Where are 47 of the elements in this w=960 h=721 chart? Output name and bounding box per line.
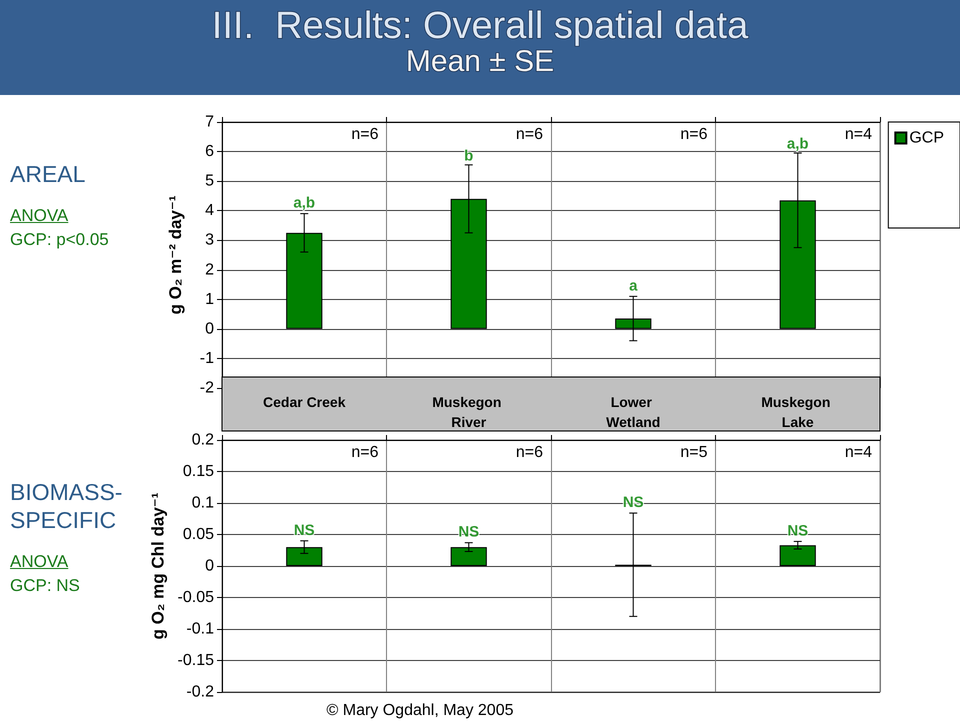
annotation: n=6 xyxy=(350,444,378,462)
annotation: a xyxy=(629,277,638,294)
chart-title: III. Results: Overall spatial data xyxy=(212,5,750,47)
y-tick-label: 1 xyxy=(205,290,214,308)
y-tick-label: 0.05 xyxy=(182,526,214,543)
text: ANOVA xyxy=(10,205,70,227)
y-tick-label: -0.15 xyxy=(178,652,214,669)
annotation: n=5 xyxy=(679,444,708,462)
y-tick-label: 7 xyxy=(205,114,214,130)
annotation: n=6 xyxy=(350,126,378,144)
legend-label: GCP xyxy=(909,130,944,146)
annotation: a,b xyxy=(293,194,316,212)
text: © Mary Ogdahl, May 2005 xyxy=(326,702,514,720)
y-tick-label: -0.05 xyxy=(178,589,214,606)
x-tick-label: Lower Wetland xyxy=(606,394,660,430)
y-tick-label: 0 xyxy=(205,558,214,574)
y-tick-label: -0.1 xyxy=(186,620,214,638)
annotation: n=6 xyxy=(514,444,543,462)
y-tick-label: -2 xyxy=(200,380,214,396)
y-tick-label: 0.1 xyxy=(192,494,214,512)
y-tick-label: -0.2 xyxy=(186,684,214,700)
text: AREAL xyxy=(10,160,86,188)
x-tick-label: Cedar Creek xyxy=(263,394,346,410)
annotation: n=4 xyxy=(844,444,872,462)
y-tick-label: 6 xyxy=(205,143,214,160)
text: ANOVA xyxy=(10,551,70,573)
y-tick-label: 0 xyxy=(205,320,214,338)
y-tick-label: 5 xyxy=(205,172,214,190)
annotation: n=6 xyxy=(679,126,708,144)
y-tick-label: 4 xyxy=(205,202,214,220)
y-tick-label: -1 xyxy=(200,350,214,367)
y-tick-label: 0.15 xyxy=(182,463,214,480)
x-tick-label: Muskegon Lake xyxy=(761,394,834,430)
y-tick-label: 3 xyxy=(205,232,214,249)
x-tick-label: Muskegon River xyxy=(432,394,506,430)
annotation: a,b xyxy=(786,136,809,153)
annotation: n=6 xyxy=(514,126,543,144)
annotation: n=4 xyxy=(844,126,872,143)
text: GCP: NS xyxy=(10,575,81,597)
text: GCP: p<0.05 xyxy=(10,229,110,251)
y-axis-title: g O₂ mg Chl day⁻¹ xyxy=(148,492,168,640)
chart-subtitle: Mean ± SE xyxy=(406,45,554,78)
y-tick-label: 0.2 xyxy=(192,432,214,448)
y-tick-label: 2 xyxy=(205,261,214,278)
text: BIOMASS-SPECIFIC xyxy=(10,478,124,534)
y-axis-title: g O₂ m⁻² day⁻¹ xyxy=(166,195,185,315)
annotation: b xyxy=(464,147,474,164)
